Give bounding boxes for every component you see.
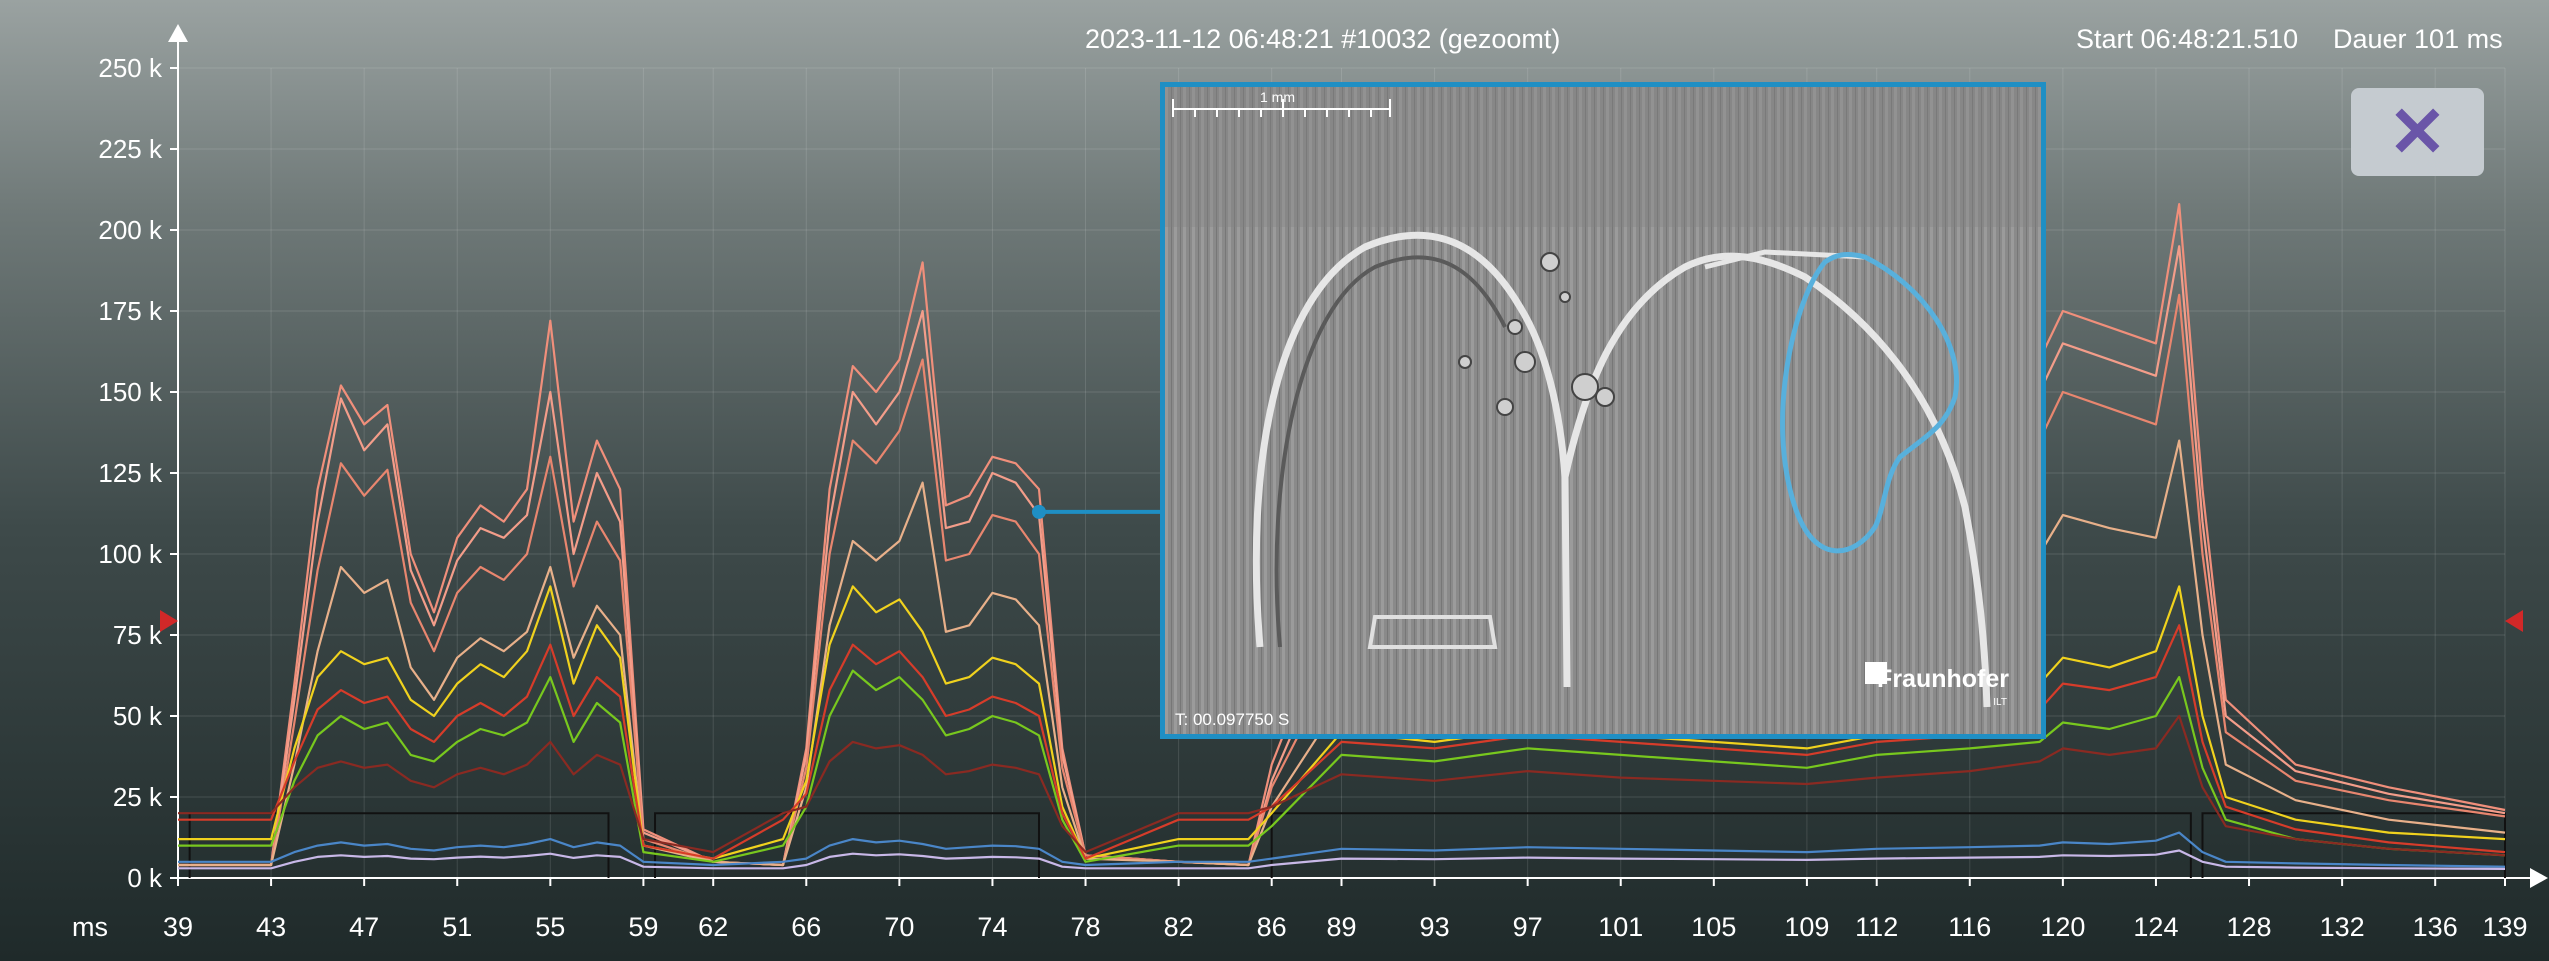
x-tick-label: 101: [1598, 912, 1643, 942]
x-tick-label: 43: [256, 912, 286, 942]
x-tick-label: 136: [2413, 912, 2458, 942]
x-tick-label: 59: [628, 912, 658, 942]
y-tick-label: 25 k: [113, 782, 163, 812]
x-tick-label: 139: [2482, 912, 2527, 942]
x-tick-label: 55: [535, 912, 565, 942]
x-tick-label: 86: [1257, 912, 1287, 942]
y-tick-label: 150 k: [98, 377, 163, 407]
series-line-8: [178, 714, 2506, 857]
y-axis-arrow: [168, 24, 188, 42]
gate-signal-pulse: [654, 812, 1040, 878]
inset-anchor-point: [1031, 504, 1046, 519]
x-tick-label: 74: [977, 912, 1007, 942]
fraunhofer-logo: Fraunhofer: [1877, 665, 2009, 693]
x-tick-label: 112: [1855, 912, 1898, 942]
x-tick-label: 62: [698, 912, 728, 942]
x-tick-label: 109: [1784, 912, 1829, 942]
y-tick-label: 200 k: [98, 215, 163, 245]
x-tick-label: 116: [1948, 912, 1991, 942]
threshold-marker-right[interactable]: [2505, 610, 2523, 632]
x-tick-label: 124: [2133, 912, 2178, 942]
fraunhofer-logo-sub: ILT: [1993, 697, 2007, 708]
close-button[interactable]: ✕: [2351, 88, 2484, 176]
camera-inset[interactable]: 1 mm T: 00.097750 S Fraunhofer ILT: [1160, 82, 2046, 739]
y-tick-label: 100 k: [98, 539, 163, 569]
y-tick-label: 0 k: [127, 863, 163, 893]
scale-bar-label: 1 mm: [1260, 89, 1295, 105]
x-tick-label: 78: [1071, 912, 1101, 942]
x-tick-label: 105: [1691, 912, 1736, 942]
series-line-10: [178, 849, 2506, 871]
x-tick-label: 128: [2226, 912, 2271, 942]
y-tick-label: 75 k: [113, 620, 163, 650]
inset-image: [1165, 87, 2041, 734]
x-axis-arrow: [2530, 868, 2548, 888]
x-tick-label: 39: [163, 912, 193, 942]
x-tick-label: 66: [791, 912, 821, 942]
x-axis-label: ms: [72, 912, 108, 942]
frame-time-label: T: 00.097750 S: [1175, 710, 1290, 729]
y-tick-label: 250 k: [98, 53, 163, 83]
x-tick-label: 132: [2320, 912, 2365, 942]
y-tick-label: 225 k: [98, 134, 163, 164]
x-tick-label: 51: [442, 912, 472, 942]
y-tick-label: 175 k: [98, 296, 163, 326]
series-line-9: [178, 831, 2506, 868]
start-time: Start 06:48:21.510: [2076, 24, 2299, 54]
x-tick-label: 47: [349, 912, 379, 942]
close-icon: ✕: [2388, 93, 2447, 171]
x-tick-label: 82: [1164, 912, 1194, 942]
threshold-marker-left[interactable]: [160, 610, 178, 632]
x-tick-label: 89: [1326, 912, 1356, 942]
x-tick-label: 97: [1513, 912, 1543, 942]
duration: Dauer 101 ms: [2333, 24, 2503, 54]
x-tick-label: 70: [884, 912, 914, 942]
gate-signal-pulse: [1270, 812, 2192, 878]
x-tick-label: 93: [1420, 912, 1450, 942]
chart-title: 2023-11-12 06:48:21 #10032 (gezoomt): [1085, 24, 1561, 54]
x-tick-label: 120: [2040, 912, 2085, 942]
y-tick-label: 50 k: [113, 701, 163, 731]
y-tick-label: 125 k: [98, 458, 163, 488]
